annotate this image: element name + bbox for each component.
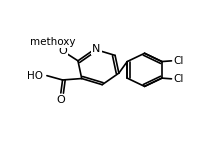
Text: Cl: Cl xyxy=(173,74,184,84)
Text: O: O xyxy=(58,46,67,56)
Text: O: O xyxy=(59,45,67,55)
Text: methyl: methyl xyxy=(33,36,69,46)
Text: O: O xyxy=(56,95,65,105)
Text: HO: HO xyxy=(27,71,43,81)
Text: Cl: Cl xyxy=(173,56,184,66)
Text: N: N xyxy=(92,44,101,54)
Text: methoxy: methoxy xyxy=(30,37,75,47)
